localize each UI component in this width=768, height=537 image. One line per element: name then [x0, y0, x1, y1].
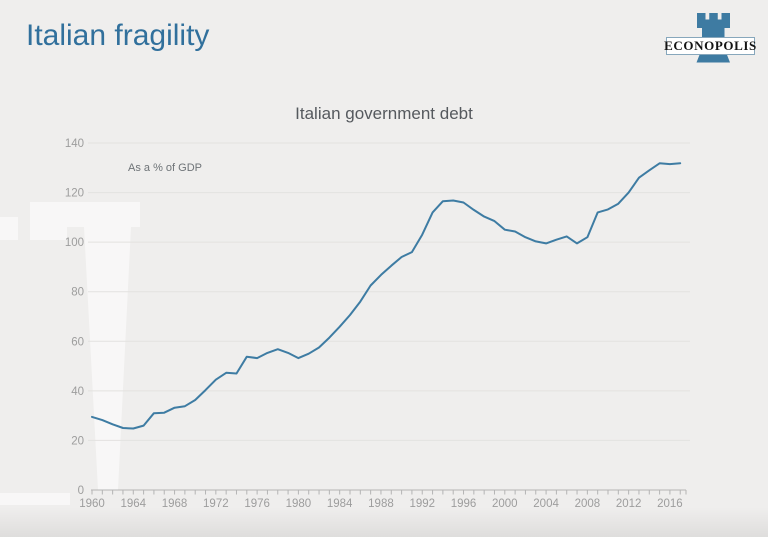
x-tick-label: 1968 — [162, 498, 188, 510]
y-tick-label: 40 — [71, 386, 84, 398]
chart-annotation: As a % of GDP — [128, 162, 202, 174]
econopolis-logo: ECONOPOLIS — [660, 5, 760, 70]
x-tick-label: 1988 — [368, 498, 394, 510]
y-tick-label: 0 — [78, 485, 84, 497]
x-tick-label: 2000 — [492, 498, 518, 510]
x-tick-label: 1992 — [409, 498, 435, 510]
x-tick-label: 2004 — [533, 498, 559, 510]
y-tick-label: 80 — [71, 287, 84, 299]
logo-banner: ECONOPOLIS — [664, 37, 757, 55]
x-tick-label: 2016 — [657, 498, 683, 510]
debt-line — [91, 162, 682, 430]
logo-text: ECONOPOLIS — [664, 38, 757, 53]
x-tick-label: 1984 — [327, 498, 353, 510]
x-tick-label: 1964 — [120, 498, 146, 510]
x-tick-label: 2012 — [616, 498, 642, 510]
page-title: Italian fragility — [26, 19, 210, 52]
y-tick-label: 60 — [71, 336, 84, 348]
x-tick-label: 2008 — [575, 498, 601, 510]
y-tick-label: 100 — [65, 237, 84, 249]
chart-title: Italian government debt — [295, 104, 473, 123]
y-tick-label: 140 — [65, 138, 84, 150]
y-tick-label: 20 — [71, 435, 84, 447]
x-tick-label: 1960 — [79, 498, 105, 510]
x-tick-label: 1976 — [244, 498, 270, 510]
x-tick-label: 1972 — [203, 498, 229, 510]
x-tick-label: 1996 — [451, 498, 477, 510]
x-tick-label: 1980 — [286, 498, 312, 510]
y-tick-label: 120 — [65, 188, 84, 200]
